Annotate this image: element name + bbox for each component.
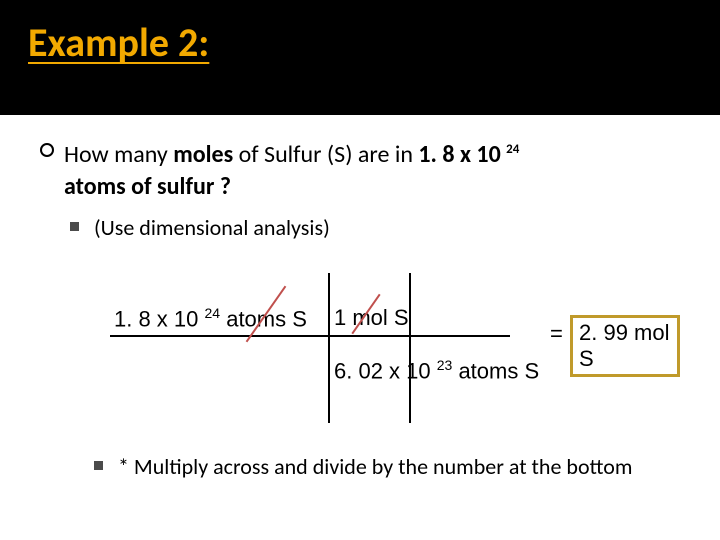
q-value: 1. 8 x 10 — [418, 140, 506, 169]
tl-exp: 24 — [205, 305, 221, 321]
q-moles: moles — [173, 140, 233, 169]
tl-after: S — [286, 306, 307, 331]
footnote-text: * Multiply across and divide by the numb… — [118, 453, 680, 480]
sub-block: (Use dimensional analysis) — [64, 214, 680, 241]
q-pre: How many — [64, 140, 173, 169]
br-after: S — [518, 358, 539, 383]
q-exp: 24 — [506, 142, 519, 157]
title-bar: Example 2: — [0, 0, 720, 115]
circle-bullet-icon — [40, 143, 54, 157]
footnote-block: * Multiply across and divide by the numb… — [64, 453, 680, 480]
br-exp: 23 — [437, 357, 453, 373]
tr-after: S — [388, 305, 409, 330]
br-num: 6. 02 x 10 — [334, 358, 437, 383]
result-box: 2. 99 mol S — [570, 315, 680, 377]
q-post: atoms of sulfur ? — [64, 172, 231, 201]
top-left-cell: 1. 8 x 10 24 atoms S — [114, 305, 307, 332]
vertical-line-2 — [409, 273, 411, 423]
tr-num: 1 — [334, 305, 352, 330]
square-bullet-icon — [70, 222, 79, 231]
sub-text: (Use dimensional analysis) — [94, 214, 680, 241]
result-text: 2. 99 mol S — [579, 320, 670, 371]
content-area: How many moles of Sulfur (S) are in 1. 8… — [0, 115, 720, 480]
horizontal-line — [110, 335, 510, 337]
equals-sign: = — [550, 321, 563, 347]
slide-title: Example 2: — [28, 18, 692, 67]
tl-strike: atoms — [220, 306, 286, 331]
q-mid: of Sulfur (S) are in — [233, 140, 418, 169]
question-block: How many moles of Sulfur (S) are in 1. 8… — [40, 139, 680, 480]
tl-num: 1. 8 x 10 — [114, 306, 205, 331]
bottom-right-cell: 6. 02 x 10 23 atoms S — [334, 357, 539, 384]
top-right-cell: 1 mol S — [334, 305, 409, 331]
vertical-line-1 — [328, 273, 330, 423]
square-bullet-icon-2 — [94, 461, 103, 470]
dimensional-analysis: 1. 8 x 10 24 atoms S 1 mol S 6. 02 x 10 … — [134, 281, 680, 441]
br-strike: atoms — [452, 358, 518, 383]
question-text: How many moles of Sulfur (S) are in 1. 8… — [64, 139, 680, 204]
